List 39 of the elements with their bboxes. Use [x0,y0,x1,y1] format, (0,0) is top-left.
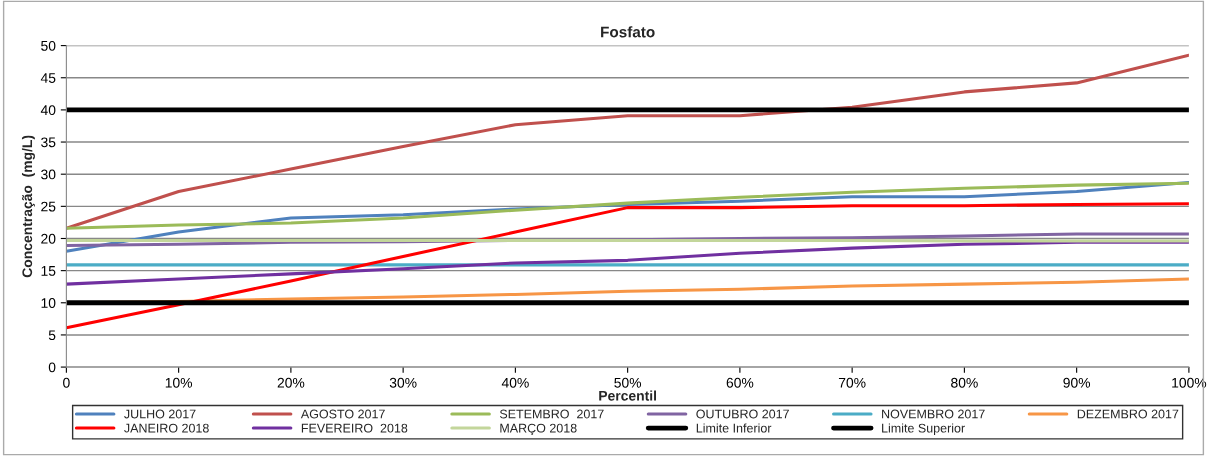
legend-label: DEZEMBRO 2017 [1077,409,1179,419]
y-tick-label: 50 [41,40,56,51]
legend-label: SETEMBRO 2017 [499,409,604,419]
legend-label: NOVEMBRO 2017 [882,409,985,419]
x-tick-label: 70% [838,377,866,388]
legend-label: OUTUBRO 2017 [696,409,789,419]
line-series [66,53,1189,230]
y-tick-label: 35 [41,137,56,148]
y-tick-label: 40 [40,105,56,116]
y-axis-title: Concentração (mg/L) [21,135,35,278]
x-tick-label: 100% [1172,377,1207,388]
y-tick-label: 25 [41,201,56,212]
y-tick-label: 30 [41,169,56,180]
y-tick-label: 20 [41,233,56,244]
x-tick-label: 40% [501,377,529,388]
y-tick-label: 10 [41,298,56,308]
x-tick-label: 50% [614,377,642,388]
y-tick-label: 5 [48,330,56,341]
y-tick-label: 45 [40,73,56,83]
chart-title: Fosfato [601,26,655,38]
x-tick-label: 20% [277,377,305,388]
legend-label: MARÇO 2018 [500,423,577,436]
x-tick-label: 0 [63,377,70,388]
line-series [66,181,1189,230]
legend-label: JULHO 2017 [124,409,196,419]
x-tick-label: 90% [1063,377,1091,388]
y-tick-label: 0 [48,362,56,373]
x-tick-label: 30% [389,377,417,388]
legend-label: FEVEREIRO 2018 [301,423,408,433]
legend-label: Limite Superior [882,423,965,436]
x-axis-title: Percentil [599,390,656,401]
legend-label: JANEIRO 2018 [124,423,209,433]
line-series [66,202,1189,330]
x-tick-label: 80% [951,377,978,388]
x-tick-label: 60% [726,377,754,388]
y-tick-label: 15 [41,266,56,276]
x-tick-label: 10% [165,377,193,388]
legend-label: Limite Inferior [696,423,772,433]
legend-label: AGOSTO 2017 [300,409,385,419]
